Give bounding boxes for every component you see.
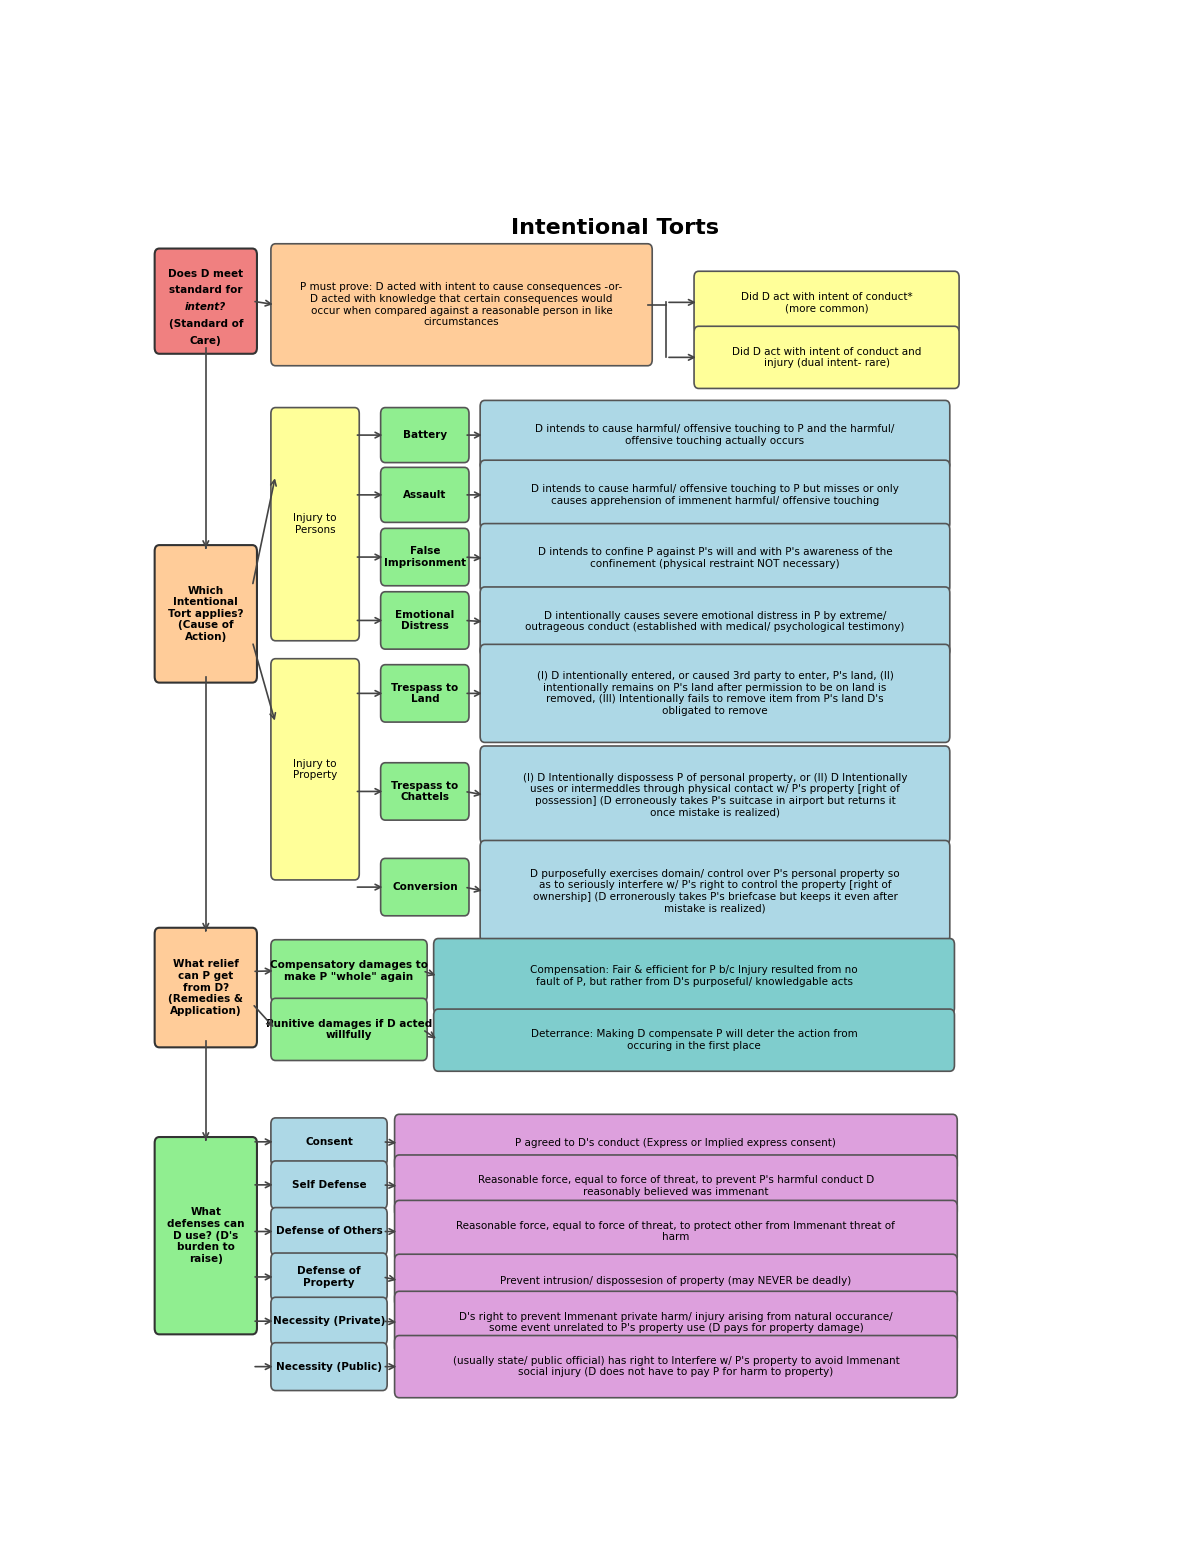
Text: Compensation: Fair & efficient for P b/c Injury resulted from no
fault of P, but: Compensation: Fair & efficient for P b/c… [530, 966, 858, 988]
Text: Did D act with intent of conduct and
injury (dual intent- rare): Did D act with intent of conduct and inj… [732, 346, 922, 368]
Text: Did D act with intent of conduct*
(more common): Did D act with intent of conduct* (more … [740, 292, 912, 314]
Text: P must prove: D acted with intent to cause consequences -or-
D acted with knowle: P must prove: D acted with intent to cau… [300, 283, 623, 328]
FancyBboxPatch shape [480, 587, 950, 657]
FancyBboxPatch shape [380, 592, 469, 649]
Text: Defense of
Property: Defense of Property [298, 1266, 361, 1287]
FancyBboxPatch shape [155, 545, 257, 683]
FancyBboxPatch shape [155, 927, 257, 1047]
FancyBboxPatch shape [271, 1208, 388, 1255]
FancyBboxPatch shape [395, 1255, 958, 1306]
Text: Conversion: Conversion [392, 882, 457, 891]
FancyBboxPatch shape [380, 859, 469, 916]
FancyBboxPatch shape [395, 1155, 958, 1218]
Text: D intends to cause harmful/ offensive touching to P but misses or only
causes ap: D intends to cause harmful/ offensive to… [532, 485, 899, 506]
Text: Injury to
Property: Injury to Property [293, 758, 337, 780]
FancyBboxPatch shape [380, 528, 469, 585]
Text: D purposefully exercises domain/ control over P's personal property so
as to ser: D purposefully exercises domain/ control… [530, 868, 900, 913]
Text: D intentionally causes severe emotional distress in P by extreme/
outrageous con: D intentionally causes severe emotional … [526, 610, 905, 632]
Text: Emotional
Distress: Emotional Distress [395, 610, 455, 631]
FancyBboxPatch shape [271, 1253, 388, 1301]
Text: (Standard of: (Standard of [168, 320, 244, 329]
Text: Consent: Consent [305, 1137, 353, 1146]
FancyBboxPatch shape [380, 763, 469, 820]
FancyBboxPatch shape [155, 248, 257, 354]
FancyBboxPatch shape [694, 272, 959, 334]
Text: Battery: Battery [403, 430, 446, 439]
Text: Injury to
Persons: Injury to Persons [293, 514, 337, 534]
Text: standard for: standard for [169, 286, 242, 295]
Text: Necessity (Public): Necessity (Public) [276, 1362, 382, 1371]
Text: intent?: intent? [185, 303, 227, 312]
FancyBboxPatch shape [480, 840, 950, 943]
FancyBboxPatch shape [380, 665, 469, 722]
Text: D intends to confine P against P's will and with P's awareness of the
confinemen: D intends to confine P against P's will … [538, 548, 893, 568]
FancyBboxPatch shape [380, 407, 469, 463]
Text: Which
Intentional
Tort applies?
(Cause of
Action): Which Intentional Tort applies? (Cause o… [168, 585, 244, 641]
FancyBboxPatch shape [271, 999, 427, 1061]
FancyBboxPatch shape [433, 938, 954, 1014]
FancyBboxPatch shape [271, 658, 359, 881]
Text: Deterrance: Making D compensate P will deter the action from
occuring in the fir: Deterrance: Making D compensate P will d… [530, 1030, 858, 1051]
FancyBboxPatch shape [271, 1118, 388, 1166]
Text: What relief
can P get
from D?
(Remedies &
Application): What relief can P get from D? (Remedies … [168, 960, 244, 1016]
FancyBboxPatch shape [694, 326, 959, 388]
Text: D's right to prevent Immenant private harm/ injury arising from natural occuranc: D's right to prevent Immenant private ha… [460, 1312, 893, 1332]
FancyBboxPatch shape [480, 644, 950, 742]
Text: P agreed to D's conduct (Express or Implied express consent): P agreed to D's conduct (Express or Impl… [516, 1138, 836, 1148]
FancyBboxPatch shape [480, 401, 950, 469]
Text: D intends to cause harmful/ offensive touching to P and the harmful/
offensive t: D intends to cause harmful/ offensive to… [535, 424, 895, 446]
Text: (I) D intentionally entered, or caused 3rd party to enter, P's land, (II)
intent: (I) D intentionally entered, or caused 3… [536, 671, 894, 716]
Text: (I) D Intentionally dispossess P of personal property, or (II) D Intentionally
u: (I) D Intentionally dispossess P of pers… [523, 773, 907, 817]
Text: Intentional Torts: Intentional Torts [511, 219, 719, 238]
Text: Does D meet: Does D meet [168, 269, 244, 278]
Text: (usually state/ public official) has right to Interfere w/ P's property to avoid: (usually state/ public official) has rig… [452, 1356, 899, 1378]
FancyBboxPatch shape [380, 467, 469, 522]
FancyBboxPatch shape [395, 1115, 958, 1171]
FancyBboxPatch shape [433, 1009, 954, 1072]
FancyBboxPatch shape [271, 1162, 388, 1208]
Text: Reasonable force, equal to force of threat, to prevent P's harmful conduct D
rea: Reasonable force, equal to force of thre… [478, 1176, 874, 1197]
Text: Trespass to
Chattels: Trespass to Chattels [391, 781, 458, 803]
FancyBboxPatch shape [271, 1297, 388, 1345]
Text: Care): Care) [190, 337, 222, 346]
FancyBboxPatch shape [395, 1291, 958, 1354]
FancyBboxPatch shape [271, 407, 359, 641]
FancyBboxPatch shape [155, 1137, 257, 1334]
FancyBboxPatch shape [271, 244, 653, 365]
FancyBboxPatch shape [480, 460, 950, 530]
Text: Prevent intrusion/ dispossesion of property (may NEVER be deadly): Prevent intrusion/ dispossesion of prope… [500, 1275, 852, 1286]
Text: Defense of Others: Defense of Others [276, 1227, 383, 1236]
Text: Compensatory damages to
make P "whole" again: Compensatory damages to make P "whole" a… [270, 960, 428, 981]
Text: Punitive damages if D acted
willfully: Punitive damages if D acted willfully [266, 1019, 432, 1041]
FancyBboxPatch shape [271, 940, 427, 1002]
Text: Trespass to
Land: Trespass to Land [391, 683, 458, 704]
FancyBboxPatch shape [395, 1200, 958, 1263]
FancyBboxPatch shape [271, 1343, 388, 1390]
Text: Reasonable force, equal to force of threat, to protect other from Immenant threa: Reasonable force, equal to force of thre… [456, 1221, 895, 1242]
FancyBboxPatch shape [395, 1336, 958, 1398]
Text: Self Defense: Self Defense [292, 1180, 366, 1190]
Text: Necessity (Private): Necessity (Private) [272, 1317, 385, 1326]
FancyBboxPatch shape [480, 523, 950, 593]
Text: What
defenses can
D use? (D's
burden to
raise): What defenses can D use? (D's burden to … [167, 1208, 245, 1264]
Text: False
Imprisonment: False Imprisonment [384, 547, 466, 568]
Text: Assault: Assault [403, 489, 446, 500]
FancyBboxPatch shape [480, 745, 950, 845]
